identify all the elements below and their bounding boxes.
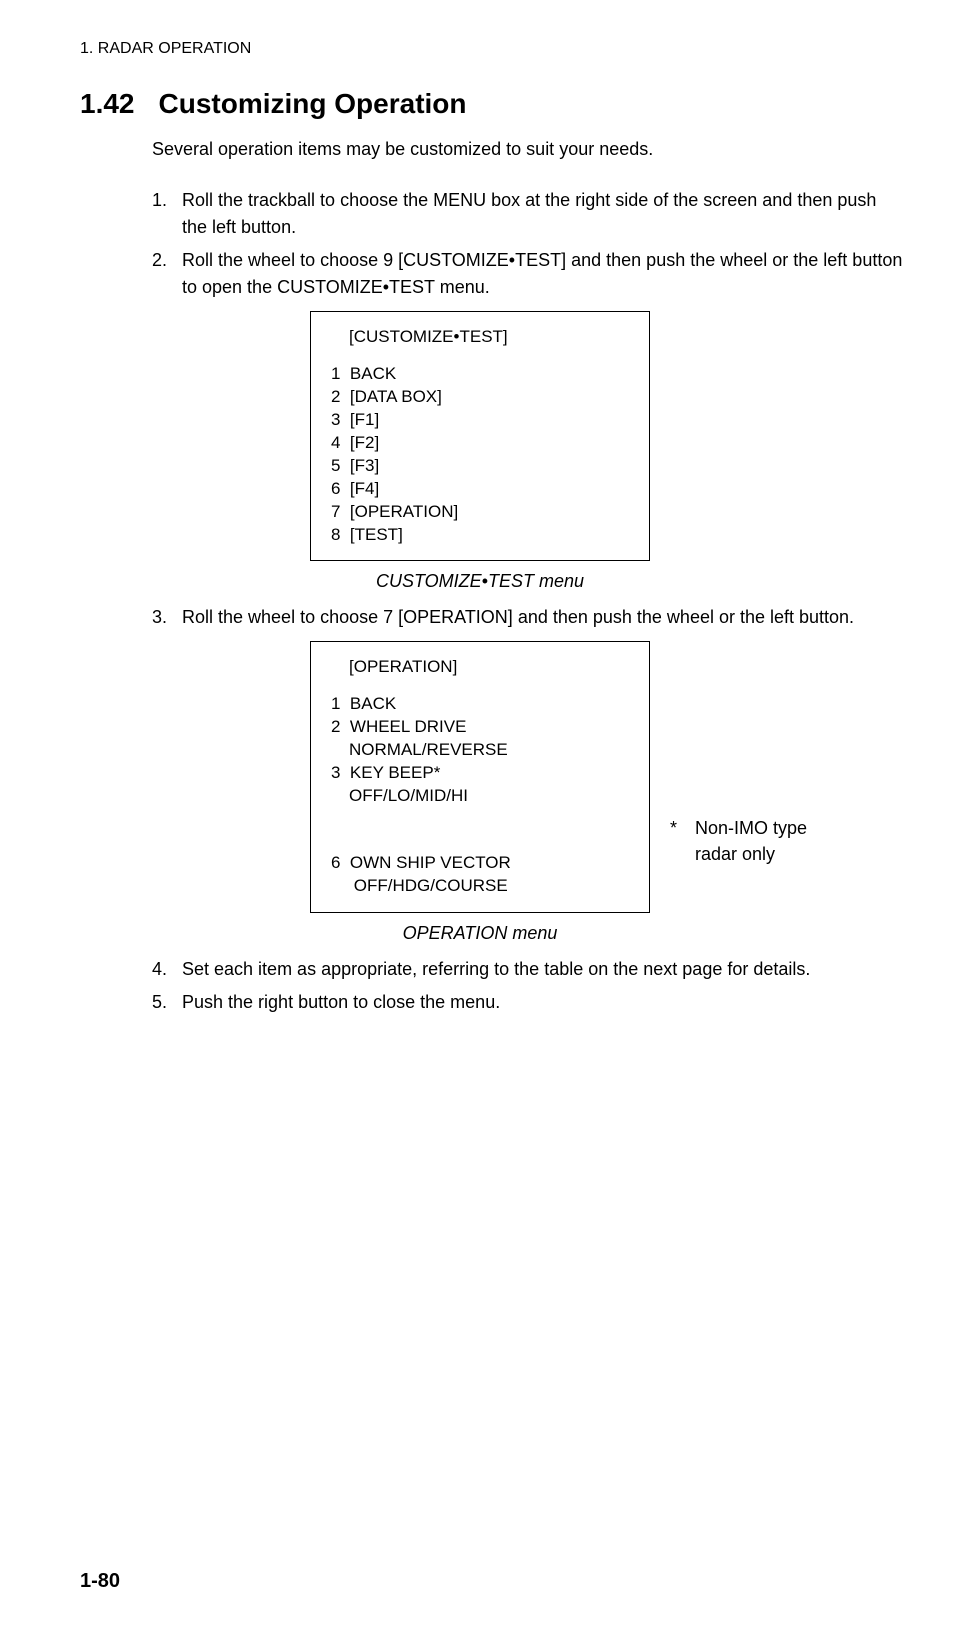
menu1-item-8: 8 [TEST] xyxy=(331,524,629,547)
menu2-item-3: 3 KEY BEEP* xyxy=(331,762,629,785)
step-5-text: Push the right button to close the menu. xyxy=(182,989,905,1016)
menu2-item-2: 2 WHEEL DRIVE xyxy=(331,716,629,739)
section-title: Customizing Operation xyxy=(159,88,467,119)
step-3-text: Roll the wheel to choose 7 [OPERATION] a… xyxy=(182,604,905,631)
section-number: 1.42 xyxy=(80,88,135,120)
step-4: 4. Set each item as appropriate, referri… xyxy=(152,956,905,983)
customize-test-menu-box: [CUSTOMIZE•TEST] 1 BACK 2 [DATA BOX] 3 [… xyxy=(310,311,650,561)
operation-menu-wrap: [OPERATION] 1 BACK 2 WHEEL DRIVE NORMAL/… xyxy=(80,641,905,913)
page-header: 1. RADAR OPERATION xyxy=(80,40,905,58)
step-4-number: 4. xyxy=(152,956,182,983)
step-1-text: Roll the trackball to choose the MENU bo… xyxy=(182,187,905,241)
menu2-caption: OPERATION menu xyxy=(310,923,650,944)
menu2-item-3-option: OFF/LO/MID/HI xyxy=(349,785,629,808)
menu1-item-4: 4 [F2] xyxy=(331,432,629,455)
side-note-text: Non-IMO type radar only xyxy=(695,816,807,866)
side-note: * Non-IMO type radar only xyxy=(670,816,930,866)
step-1: 1. Roll the trackball to choose the MENU… xyxy=(152,187,905,241)
menu1-item-3: 3 [F1] xyxy=(331,409,629,432)
step-5: 5. Push the right button to close the me… xyxy=(152,989,905,1016)
menu2-item-6: 6 OWN SHIP VECTOR xyxy=(331,852,629,875)
menu1-item-1: 1 BACK xyxy=(331,363,629,386)
menu1-item-7: 7 [OPERATION] xyxy=(331,501,629,524)
menu2-item-2-option: NORMAL/REVERSE xyxy=(349,739,629,762)
menu2-item-1: 1 BACK xyxy=(331,693,629,716)
menu1-title: [CUSTOMIZE•TEST] xyxy=(349,326,629,349)
step-4-text: Set each item as appropriate, referring … xyxy=(182,956,905,983)
operation-menu-box: [OPERATION] 1 BACK 2 WHEEL DRIVE NORMAL/… xyxy=(310,641,650,913)
step-2: 2. Roll the wheel to choose 9 [CUSTOMIZE… xyxy=(152,247,905,301)
menu1-item-2: 2 [DATA BOX] xyxy=(331,386,629,409)
side-note-star: * xyxy=(670,816,690,841)
step-2-text: Roll the wheel to choose 9 [CUSTOMIZE•TE… xyxy=(182,247,905,301)
step-2-number: 2. xyxy=(152,247,182,301)
menu2-item-6-option: OFF/HDG/COURSE xyxy=(349,875,629,898)
step-1-number: 1. xyxy=(152,187,182,241)
page-number: 1-80 xyxy=(80,1570,120,1593)
step-3: 3. Roll the wheel to choose 7 [OPERATION… xyxy=(152,604,905,631)
menu1-item-6: 6 [F4] xyxy=(331,478,629,501)
menu1-caption: CUSTOMIZE•TEST menu xyxy=(310,571,650,592)
intro-text: Several operation items may be customize… xyxy=(152,136,905,163)
section-heading: 1.42 Customizing Operation xyxy=(80,88,905,120)
menu1-item-5: 5 [F3] xyxy=(331,455,629,478)
menu2-title: [OPERATION] xyxy=(349,656,629,679)
step-3-number: 3. xyxy=(152,604,182,631)
step-5-number: 5. xyxy=(152,989,182,1016)
menu2-gap xyxy=(331,808,629,852)
